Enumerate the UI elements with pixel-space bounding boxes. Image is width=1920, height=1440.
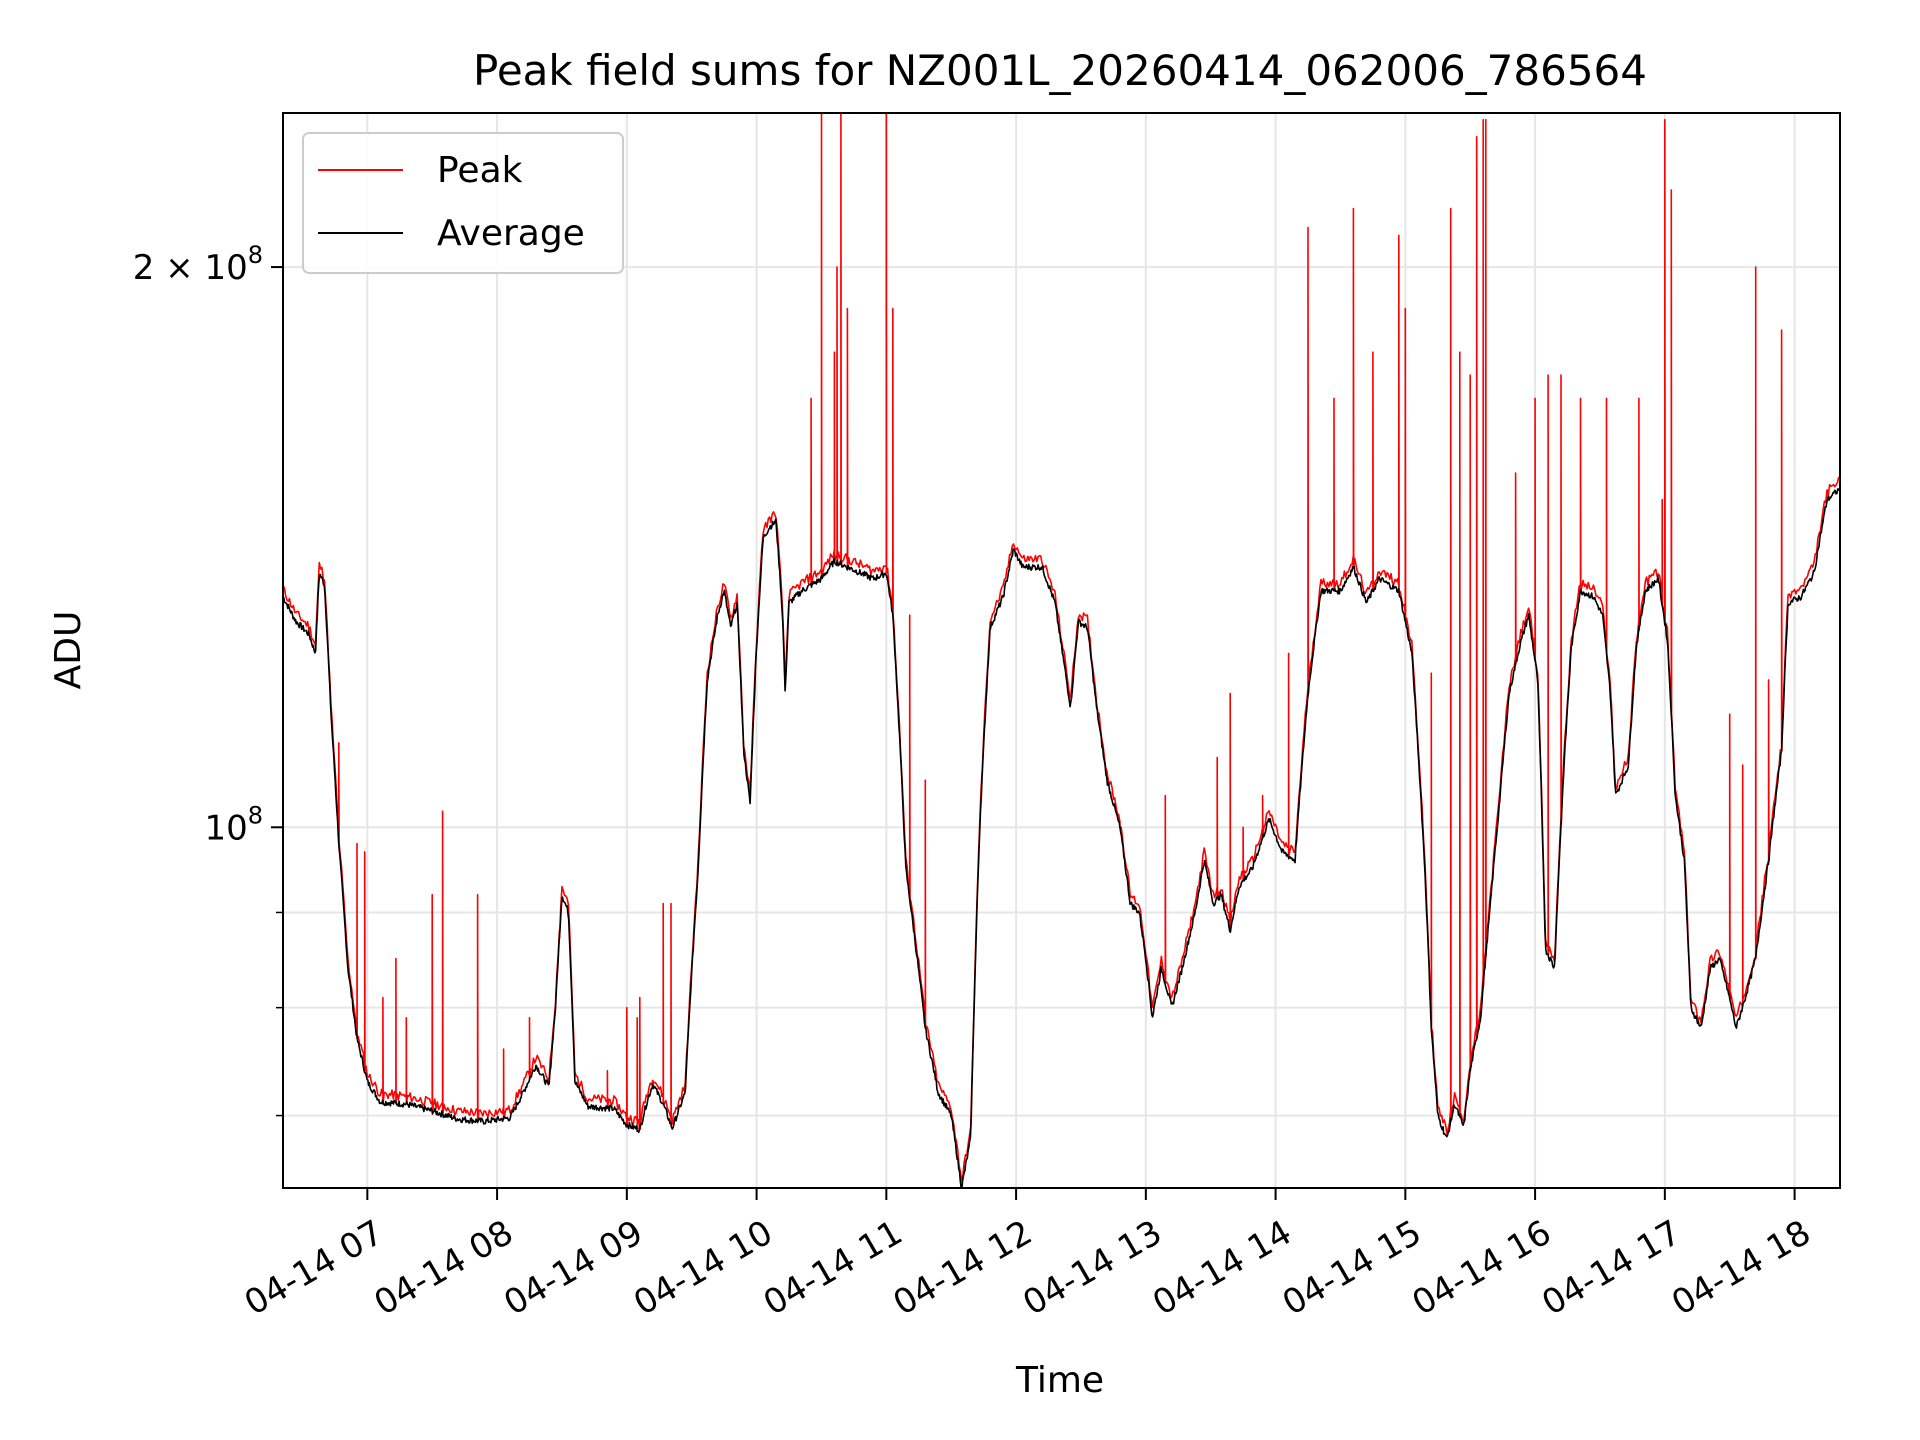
x-axis-label: Time <box>1015 1360 1104 1401</box>
legend-box <box>302 132 624 274</box>
y-axis: 108 2 × 108 <box>133 241 283 1117</box>
y-tick-label: 2 × 108 <box>133 241 263 288</box>
series-layer <box>283 113 1840 1188</box>
chart-title: Peak field sums for NZ001L_20260414_0620… <box>473 46 1647 95</box>
plot-frame <box>282 112 1841 1189</box>
legend-label-average: Average <box>437 213 585 254</box>
legend: Peak Average <box>302 132 624 274</box>
y-tick-label: 108 <box>204 801 263 848</box>
y-axis-label: ADU <box>48 611 89 690</box>
legend-label-peak: Peak <box>437 150 523 191</box>
series-line-average <box>283 487 1840 1188</box>
